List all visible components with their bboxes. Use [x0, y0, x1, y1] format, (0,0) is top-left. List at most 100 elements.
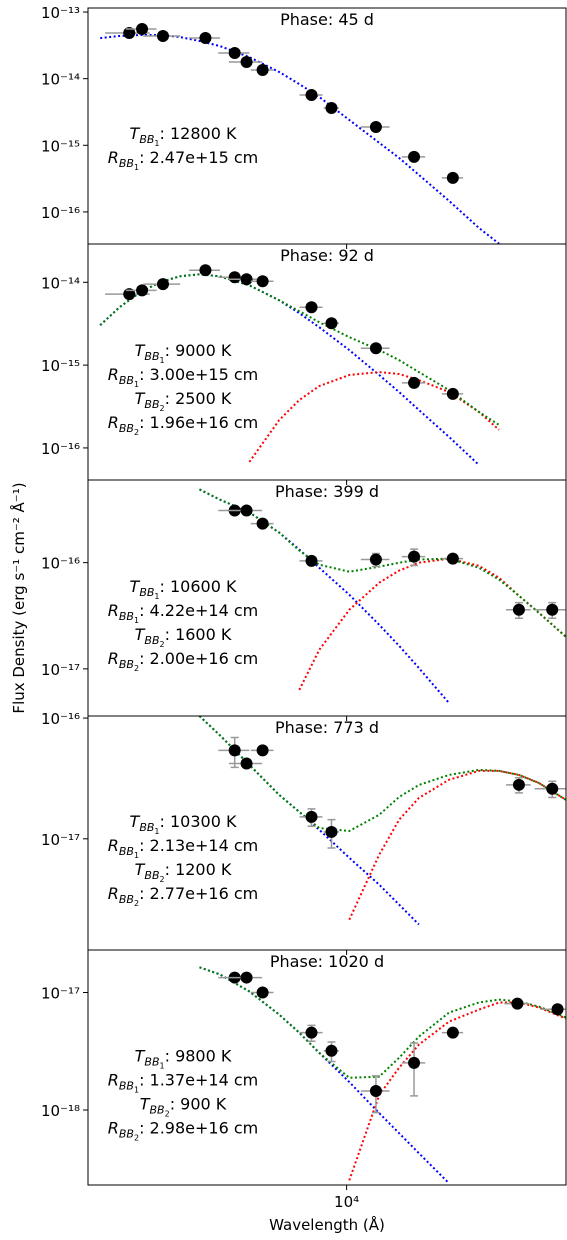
data-point	[369, 121, 382, 134]
symbol: T	[140, 1095, 151, 1114]
symbol: R	[108, 148, 119, 167]
data-point	[199, 264, 212, 277]
value-text: : 2.98e+16 cm	[139, 1119, 258, 1138]
plot-area	[100, 23, 500, 244]
data-point	[240, 757, 253, 770]
fit-parameter: RBB1: 2.47e+15 cm	[108, 148, 259, 172]
fit-parameter: RBB1: 2.13e+14 cm	[108, 836, 259, 860]
data-point	[228, 46, 241, 59]
model-curve	[348, 1001, 566, 1181]
sub-index: 2	[134, 899, 139, 908]
subscript: BB	[119, 1128, 134, 1141]
sub-index: 2	[134, 1134, 139, 1143]
y-tick-label: 10⁻¹⁶	[41, 204, 80, 222]
data-point	[305, 810, 318, 823]
sub-index: 2	[134, 664, 139, 673]
data-point	[546, 603, 559, 616]
value-text: : 1.37e+14 cm	[139, 1071, 258, 1090]
sub-index: 2	[165, 1110, 170, 1119]
model-curve	[248, 371, 500, 463]
panel-title: Phase: 399 d	[275, 482, 379, 501]
value-text: : 900 K	[170, 1095, 227, 1114]
fit-parameter: TBB1: 12800 K	[130, 124, 237, 148]
model-curve	[348, 769, 566, 921]
sub-index: 2	[134, 428, 139, 437]
data-point	[136, 284, 149, 297]
fit-parameter: TBB1: 10600 K	[130, 577, 237, 601]
symbol: R	[108, 601, 119, 620]
data-point	[136, 23, 149, 36]
y-tick-label: 10⁻¹⁴	[41, 71, 80, 89]
data-point	[256, 275, 269, 288]
value-text: : 2.47e+15 cm	[139, 148, 258, 167]
symbol: R	[108, 884, 119, 903]
data-point	[256, 986, 269, 999]
subscript: BB	[144, 869, 159, 882]
value-text: : 3.00e+15 cm	[139, 365, 258, 384]
value-text: : 2500 K	[165, 389, 232, 408]
x-tick-label: 10⁴	[334, 1193, 359, 1211]
panel-title: Phase: 92 d	[280, 246, 374, 265]
sub-index: 2	[160, 875, 165, 884]
data-point	[369, 342, 382, 355]
data-point	[123, 288, 136, 301]
data-point	[325, 825, 338, 838]
sub-index: 1	[154, 592, 159, 601]
subscript: BB	[139, 133, 154, 146]
subscript: BB	[150, 1104, 165, 1117]
data-point	[256, 517, 269, 530]
axes-frame	[87, 479, 567, 717]
fit-parameter: TBB1: 10300 K	[130, 812, 237, 836]
data-point	[511, 997, 524, 1010]
model-curve	[199, 488, 450, 704]
symbol: T	[135, 1047, 146, 1066]
value-text: : 10600 K	[160, 577, 237, 596]
sub-index: 1	[154, 827, 159, 836]
model-curve	[198, 716, 566, 833]
data-point	[408, 1056, 421, 1069]
fit-parameter: RBB2: 2.98e+16 cm	[108, 1119, 259, 1143]
data-point	[369, 1085, 382, 1098]
subscript: BB	[119, 658, 134, 671]
axes-frame	[87, 949, 567, 1186]
value-text: : 2.77e+16 cm	[139, 884, 258, 903]
sub-index: 1	[134, 851, 139, 860]
data-point	[123, 27, 136, 40]
subscript: BB	[119, 893, 134, 906]
fit-parameter: TBB1: 9800 K	[135, 1047, 232, 1071]
fit-parameter: TBB2: 1200 K	[135, 860, 232, 884]
y-error-bar	[410, 1042, 419, 1097]
y-tick-label: 10⁻¹⁴	[41, 274, 80, 292]
sub-index: 1	[160, 356, 165, 365]
y-tick-label: 10⁻¹⁶	[41, 440, 80, 458]
value-text: : 9800 K	[165, 1047, 232, 1066]
subscript: BB	[119, 374, 134, 387]
symbol: R	[108, 1119, 119, 1138]
data-point	[369, 553, 382, 566]
value-text: : 9000 K	[165, 341, 232, 360]
y-tick-label: 10⁻¹⁷	[41, 831, 80, 849]
y-tick-label: 10⁻¹⁵	[41, 357, 80, 375]
fit-parameter: TBB2: 2500 K	[135, 389, 232, 413]
plot-area	[99, 264, 500, 466]
sub-index: 2	[160, 404, 165, 413]
data-point	[446, 387, 459, 400]
data-point	[325, 101, 338, 114]
panel-title: Phase: 45 d	[280, 10, 374, 29]
data-point	[305, 88, 318, 101]
symbol: T	[135, 625, 146, 644]
plot-area	[199, 488, 566, 704]
data-point	[240, 55, 253, 68]
subscript: BB	[144, 398, 159, 411]
fit-parameter: RBB2: 2.00e+16 cm	[108, 649, 259, 673]
value-text: : 12800 K	[160, 124, 237, 143]
model-curve	[199, 966, 566, 1079]
data-point	[228, 744, 241, 757]
data-point	[305, 1026, 318, 1039]
fit-parameter: RBB1: 4.22e+14 cm	[108, 601, 259, 625]
panel-title: Phase: 1020 d	[270, 952, 384, 971]
